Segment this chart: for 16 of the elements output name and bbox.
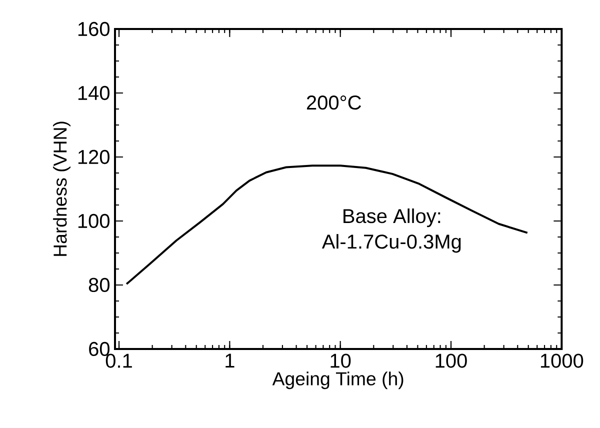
x-tick-label: 0.1 — [106, 354, 132, 368]
x-tick-label: 100 — [436, 354, 467, 368]
annotation: Al-1.7Cu-0.3Mg — [322, 234, 461, 253]
y-tick-label: 120 — [78, 150, 110, 164]
y-tick-label: 100 — [78, 214, 110, 228]
x-tick-label: 1000 — [540, 354, 584, 368]
annotation: Base Alloy: — [344, 208, 440, 228]
y-tick-label: 80 — [88, 278, 110, 292]
y-tick-label: 160 — [78, 22, 110, 36]
annotation: 200°C — [306, 96, 361, 110]
y-axis-title: Hardness (VHN) — [53, 122, 70, 256]
x-tick-label: 1 — [226, 354, 234, 368]
y-tick-label: 140 — [78, 86, 110, 100]
x-axis-title: Ageing Time (h) — [272, 372, 404, 390]
y-tick-label: 60 — [89, 342, 110, 356]
x-tick-label: 10 — [330, 354, 351, 368]
